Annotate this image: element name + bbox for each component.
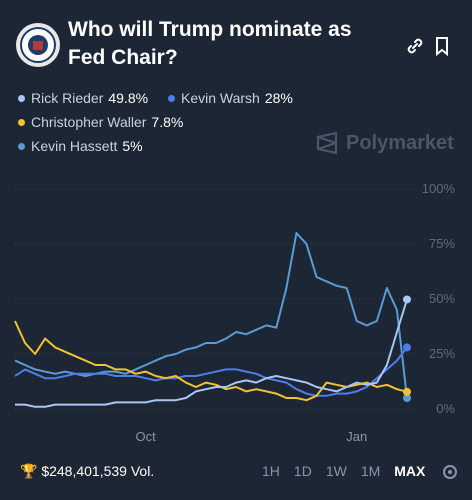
- y-tick-label: 0%: [436, 401, 455, 416]
- end-dot: [403, 394, 411, 402]
- trophy: 🏆: [20, 463, 42, 479]
- watermark-icon: [316, 131, 338, 155]
- range-button[interactable]: 1W: [325, 463, 347, 479]
- legend-name: Kevin Warsh: [181, 90, 260, 106]
- legend-value: 7.8%: [151, 114, 184, 130]
- series-line: [14, 320, 408, 402]
- legend-dot: [18, 95, 25, 102]
- legend-dot: [18, 143, 25, 150]
- legend-dot: [18, 119, 25, 126]
- x-tick-label: Oct: [136, 429, 157, 444]
- end-dot: [403, 295, 411, 304]
- legend-name: Christopher Waller: [31, 114, 147, 130]
- legend-name: Rick Rieder: [31, 90, 104, 106]
- y-tick-label: 50%: [429, 291, 455, 306]
- legend-value: 28%: [264, 90, 293, 106]
- range-buttons: 1H 1D 1W 1M MAX: [262, 463, 425, 479]
- legend-dot: [168, 95, 175, 102]
- range-button[interactable]: 1H: [262, 463, 280, 479]
- watermark: Polymarket: [316, 131, 454, 155]
- header-icons[interactable]: [404, 35, 454, 57]
- range-button[interactable]: MAX: [394, 463, 426, 479]
- legend-item: Rick Rieder 49.8%: [18, 90, 148, 106]
- logo: [16, 23, 60, 67]
- legend-name: Kevin Hassett: [31, 138, 118, 154]
- y-tick-label: 75%: [429, 236, 455, 251]
- series-line: [14, 346, 408, 397]
- x-tick-label: Jan: [346, 429, 367, 444]
- y-tick-label: 100%: [422, 181, 456, 196]
- legend-item: Christopher Waller 7.8%: [18, 114, 183, 130]
- series-line: [14, 232, 408, 399]
- chart: 0% 25% 50% 75% 100% Oct Jan: [14, 181, 456, 444]
- volume: 🏆 $248,401,539 Vol.: [20, 463, 154, 480]
- range-button[interactable]: 1D: [293, 463, 312, 479]
- market-title: Who will Trump nominate as Fed Chair?: [68, 18, 352, 69]
- range-button[interactable]: 1M: [360, 463, 381, 479]
- volume-text: $248,401,539 Vol.: [41, 463, 155, 479]
- legend-value: 5%: [122, 138, 143, 154]
- y-tick-label: 25%: [429, 346, 455, 361]
- watermark-text: Polymarket: [346, 131, 454, 154]
- end-dot: [403, 387, 411, 396]
- series-line: [15, 299, 408, 408]
- legend-item: Kevin Hassett 5%: [18, 138, 143, 154]
- legend-item: Kevin Warsh 28%: [168, 90, 293, 106]
- settings-icon[interactable]: [440, 462, 460, 482]
- legend-value: 49.8%: [108, 90, 149, 106]
- end-dot: [403, 343, 411, 352]
